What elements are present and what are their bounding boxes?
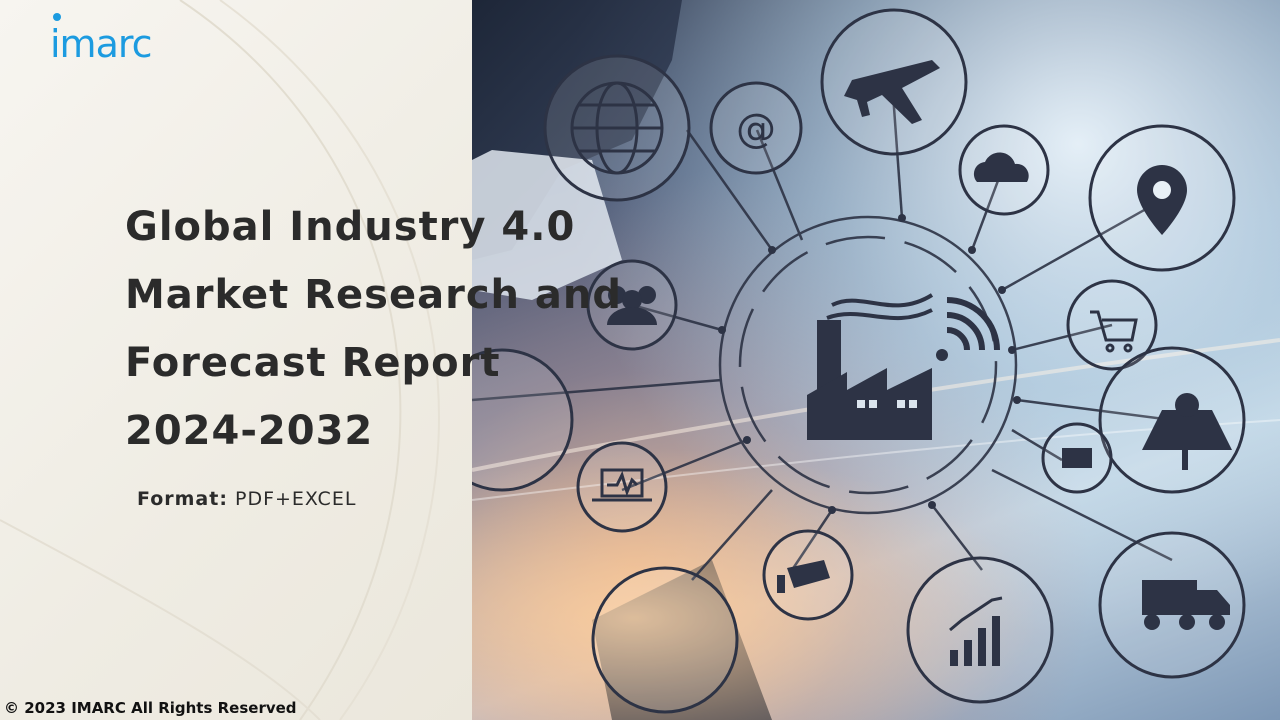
report-title: Global Industry 4.0 Market Research and …: [125, 204, 623, 454]
hero-image: @: [472, 0, 1280, 720]
format-value: PDF+EXCEL: [234, 488, 357, 510]
decorative-arcs: [0, 0, 440, 720]
copyright-notice: © 2023 IMARC All Rights Reserved: [4, 699, 297, 717]
logo-dot: [53, 13, 61, 21]
format-line: Format: PDF+EXCEL: [137, 488, 356, 510]
imarc-logo[interactable]: imarc: [50, 22, 153, 66]
left-panel: [0, 0, 472, 720]
format-label: Format:: [137, 488, 228, 510]
svg-text:@: @: [736, 106, 776, 152]
network-illustration: @: [472, 0, 1280, 720]
